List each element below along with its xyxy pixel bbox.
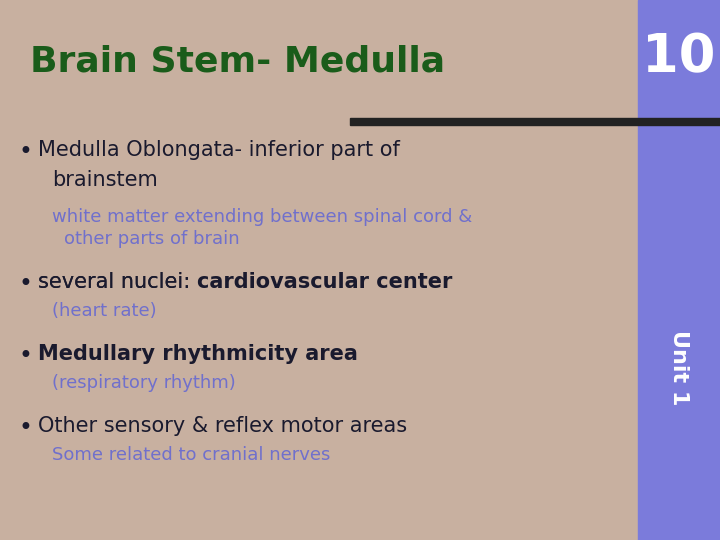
Text: cardiovascular center: cardiovascular center	[197, 272, 452, 292]
Text: Some related to cranial nerves: Some related to cranial nerves	[52, 446, 330, 464]
Text: Medullary rhythmicity area: Medullary rhythmicity area	[38, 344, 358, 364]
Text: (respiratory rhythm): (respiratory rhythm)	[52, 374, 235, 392]
Text: several nuclei:: several nuclei:	[38, 272, 197, 292]
Text: white matter extending between spinal cord &: white matter extending between spinal co…	[52, 208, 472, 226]
Text: •: •	[18, 272, 32, 296]
Text: 10: 10	[642, 31, 716, 83]
Text: •: •	[18, 140, 32, 164]
Text: Other sensory & reflex motor areas: Other sensory & reflex motor areas	[38, 416, 407, 436]
Text: several nuclei:: several nuclei:	[38, 272, 197, 292]
Text: •: •	[18, 344, 32, 368]
Text: brainstem: brainstem	[52, 170, 158, 190]
Text: Unit 1: Unit 1	[669, 329, 689, 405]
Text: other parts of brain: other parts of brain	[64, 230, 240, 248]
Bar	[638, 0, 720, 540]
Text: Medulla Oblongata- inferior part of: Medulla Oblongata- inferior part of	[38, 140, 400, 160]
Text: •: •	[18, 416, 32, 440]
Bar	[350, 118, 720, 125]
Text: (heart rate): (heart rate)	[52, 302, 157, 320]
Text: Brain Stem- Medulla: Brain Stem- Medulla	[30, 45, 445, 79]
